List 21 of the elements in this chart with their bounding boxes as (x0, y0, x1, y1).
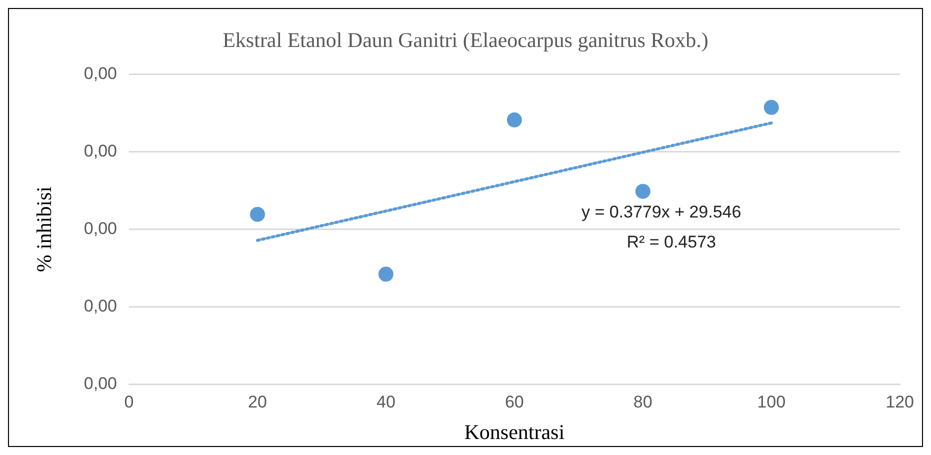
text: 0,00 (84, 141, 117, 160)
y-axis-title: % inhibisi (32, 186, 56, 272)
point (764, 100, 779, 115)
point (250, 206, 265, 222)
chart-title: Ekstral Etanol Daun Ganitri (Elaeocarpus ganitrus Roxb.) (222, 28, 708, 52)
x-tick-label: 100 (757, 392, 786, 412)
x-tick-label: 20 (248, 392, 267, 412)
text: y = 0.3779x + 29.546 R² = 0.4573 (581, 202, 742, 252)
x-tick-label: 60 (504, 392, 524, 412)
text: 0,00 (84, 296, 117, 316)
x-tick-label: 0 (124, 392, 134, 412)
x-tick-label: 80 (633, 392, 652, 412)
x-tick-label: 40 (376, 392, 396, 412)
text: 0,00 (84, 64, 117, 83)
point (635, 184, 650, 199)
point (506, 112, 522, 128)
point (378, 266, 394, 282)
x-axis-title: Konsentrasi (464, 420, 565, 444)
text: 0,00 (84, 218, 117, 238)
x-tick-label: 120 (886, 392, 914, 412)
text: 0,00 (84, 374, 117, 394)
